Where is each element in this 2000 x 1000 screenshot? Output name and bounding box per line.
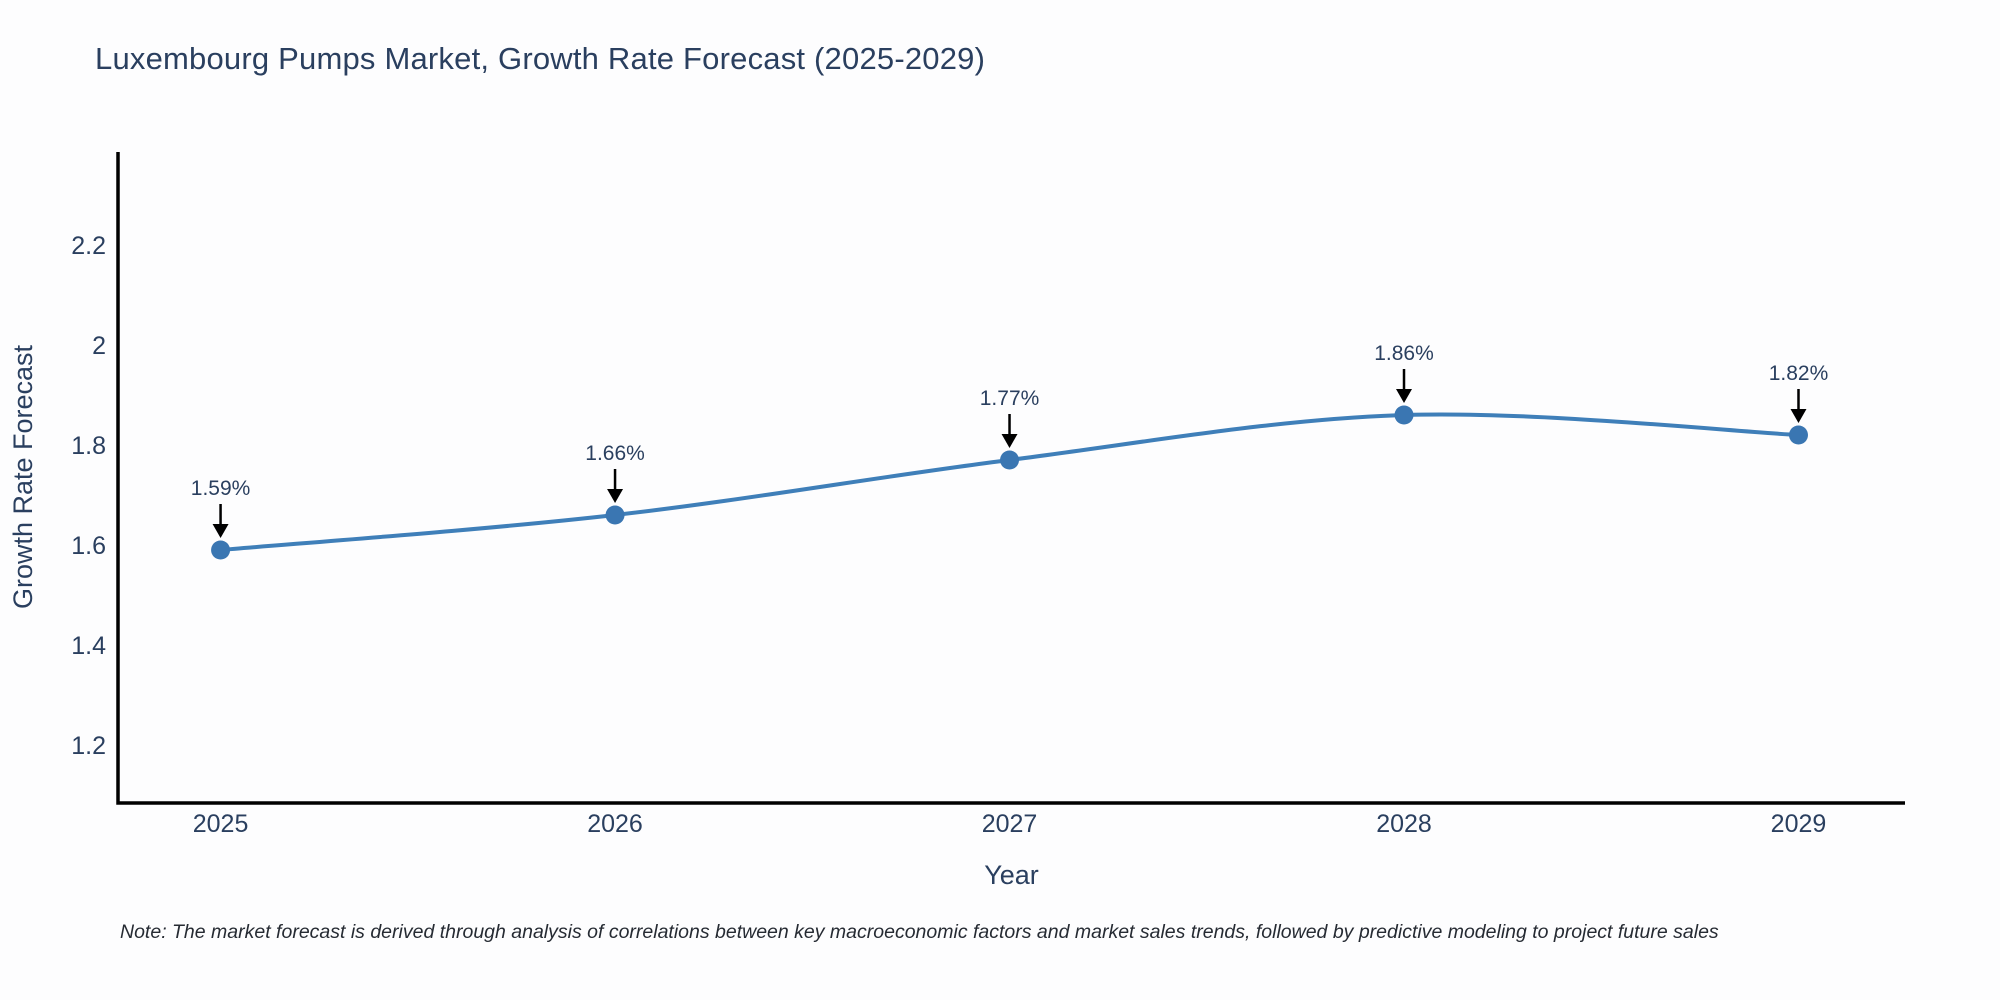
data-point-marker bbox=[1000, 450, 1020, 470]
annotation-arrowhead bbox=[1790, 409, 1807, 423]
point-annotation-label: 1.66% bbox=[585, 442, 645, 465]
point-annotation-label: 1.59% bbox=[191, 477, 251, 500]
axis-lines bbox=[116, 152, 1905, 805]
chart-title: Luxembourg Pumps Market, Growth Rate For… bbox=[95, 41, 986, 76]
x-tick-label: 2029 bbox=[1771, 810, 1827, 838]
annotation-arrowhead bbox=[1001, 434, 1018, 448]
data-point-marker bbox=[1394, 405, 1414, 425]
annotation-arrowhead bbox=[212, 524, 229, 538]
x-axis-title: Year bbox=[984, 860, 1039, 890]
data-point-marker bbox=[1788, 425, 1808, 445]
annotation-arrowhead bbox=[1396, 389, 1413, 403]
y-tick-label: 2 bbox=[92, 332, 106, 360]
point-annotation-label: 1.77% bbox=[980, 387, 1040, 410]
x-tick-label: 2027 bbox=[982, 810, 1038, 838]
y-tick-label: 1.8 bbox=[71, 432, 106, 460]
x-tick-label: 2025 bbox=[193, 810, 249, 838]
y-tick-label: 1.4 bbox=[71, 632, 106, 660]
x-tick-label: 2028 bbox=[1376, 810, 1432, 838]
y-tick-label: 2.2 bbox=[71, 232, 106, 260]
data-point-marker bbox=[211, 540, 231, 560]
data-point-marker bbox=[605, 505, 625, 525]
y-axis-title: Growth Rate Forecast bbox=[8, 344, 38, 609]
y-tick-label: 1.6 bbox=[71, 532, 106, 560]
footnote: Note: The market forecast is derived thr… bbox=[120, 921, 1719, 943]
annotation-arrowhead bbox=[607, 489, 624, 503]
x-tick-label: 2026 bbox=[587, 810, 643, 838]
y-tick-label: 1.2 bbox=[71, 732, 106, 760]
point-annotation-label: 1.86% bbox=[1374, 342, 1434, 365]
point-annotation-label: 1.82% bbox=[1769, 362, 1829, 385]
